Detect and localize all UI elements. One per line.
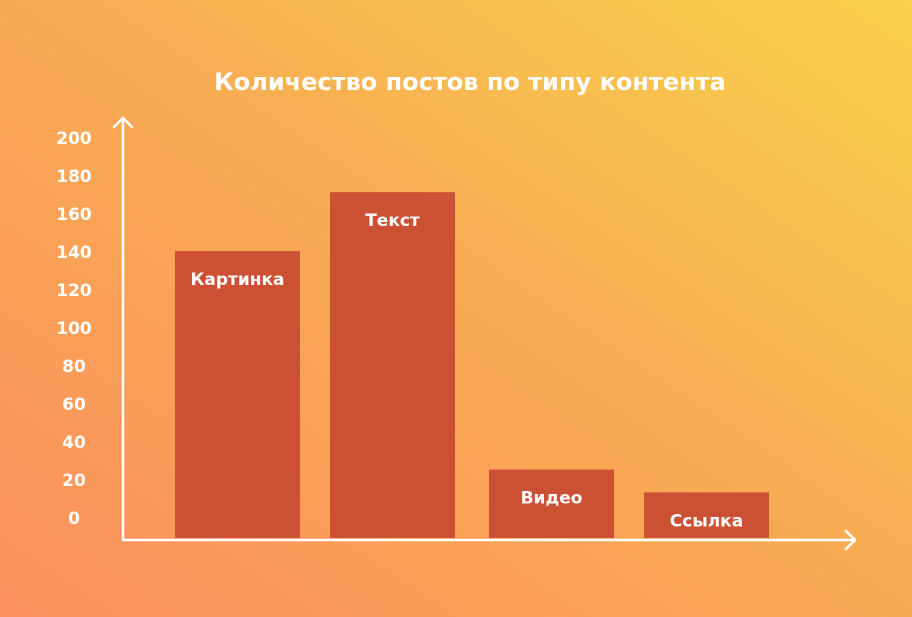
bar [175, 251, 300, 538]
y-tick-label: 120 [56, 281, 92, 301]
category-label: Текст [365, 211, 420, 231]
y-tick-label: 80 [62, 357, 86, 377]
y-tick-label: 100 [56, 319, 92, 339]
y-axis [112, 116, 134, 542]
y-tick-label: 40 [62, 433, 86, 453]
chart-title: Количество постов по типу контента [214, 68, 726, 96]
category-label: Картинка [190, 270, 284, 290]
x-axis [121, 529, 857, 551]
y-tick-label: 60 [62, 395, 86, 415]
y-tick-label: 180 [56, 167, 92, 187]
bar [644, 492, 769, 538]
category-label: Видео [521, 489, 583, 509]
axes [112, 116, 857, 551]
y-tick-label: 200 [56, 129, 92, 149]
y-tick-label: 20 [62, 471, 86, 491]
bar [489, 469, 614, 538]
bar [330, 192, 455, 538]
category-label: Ссылка [670, 511, 743, 531]
y-tick-label: 140 [56, 243, 92, 263]
y-tick-label: 160 [56, 205, 92, 225]
y-tick-label: 0 [68, 509, 80, 529]
